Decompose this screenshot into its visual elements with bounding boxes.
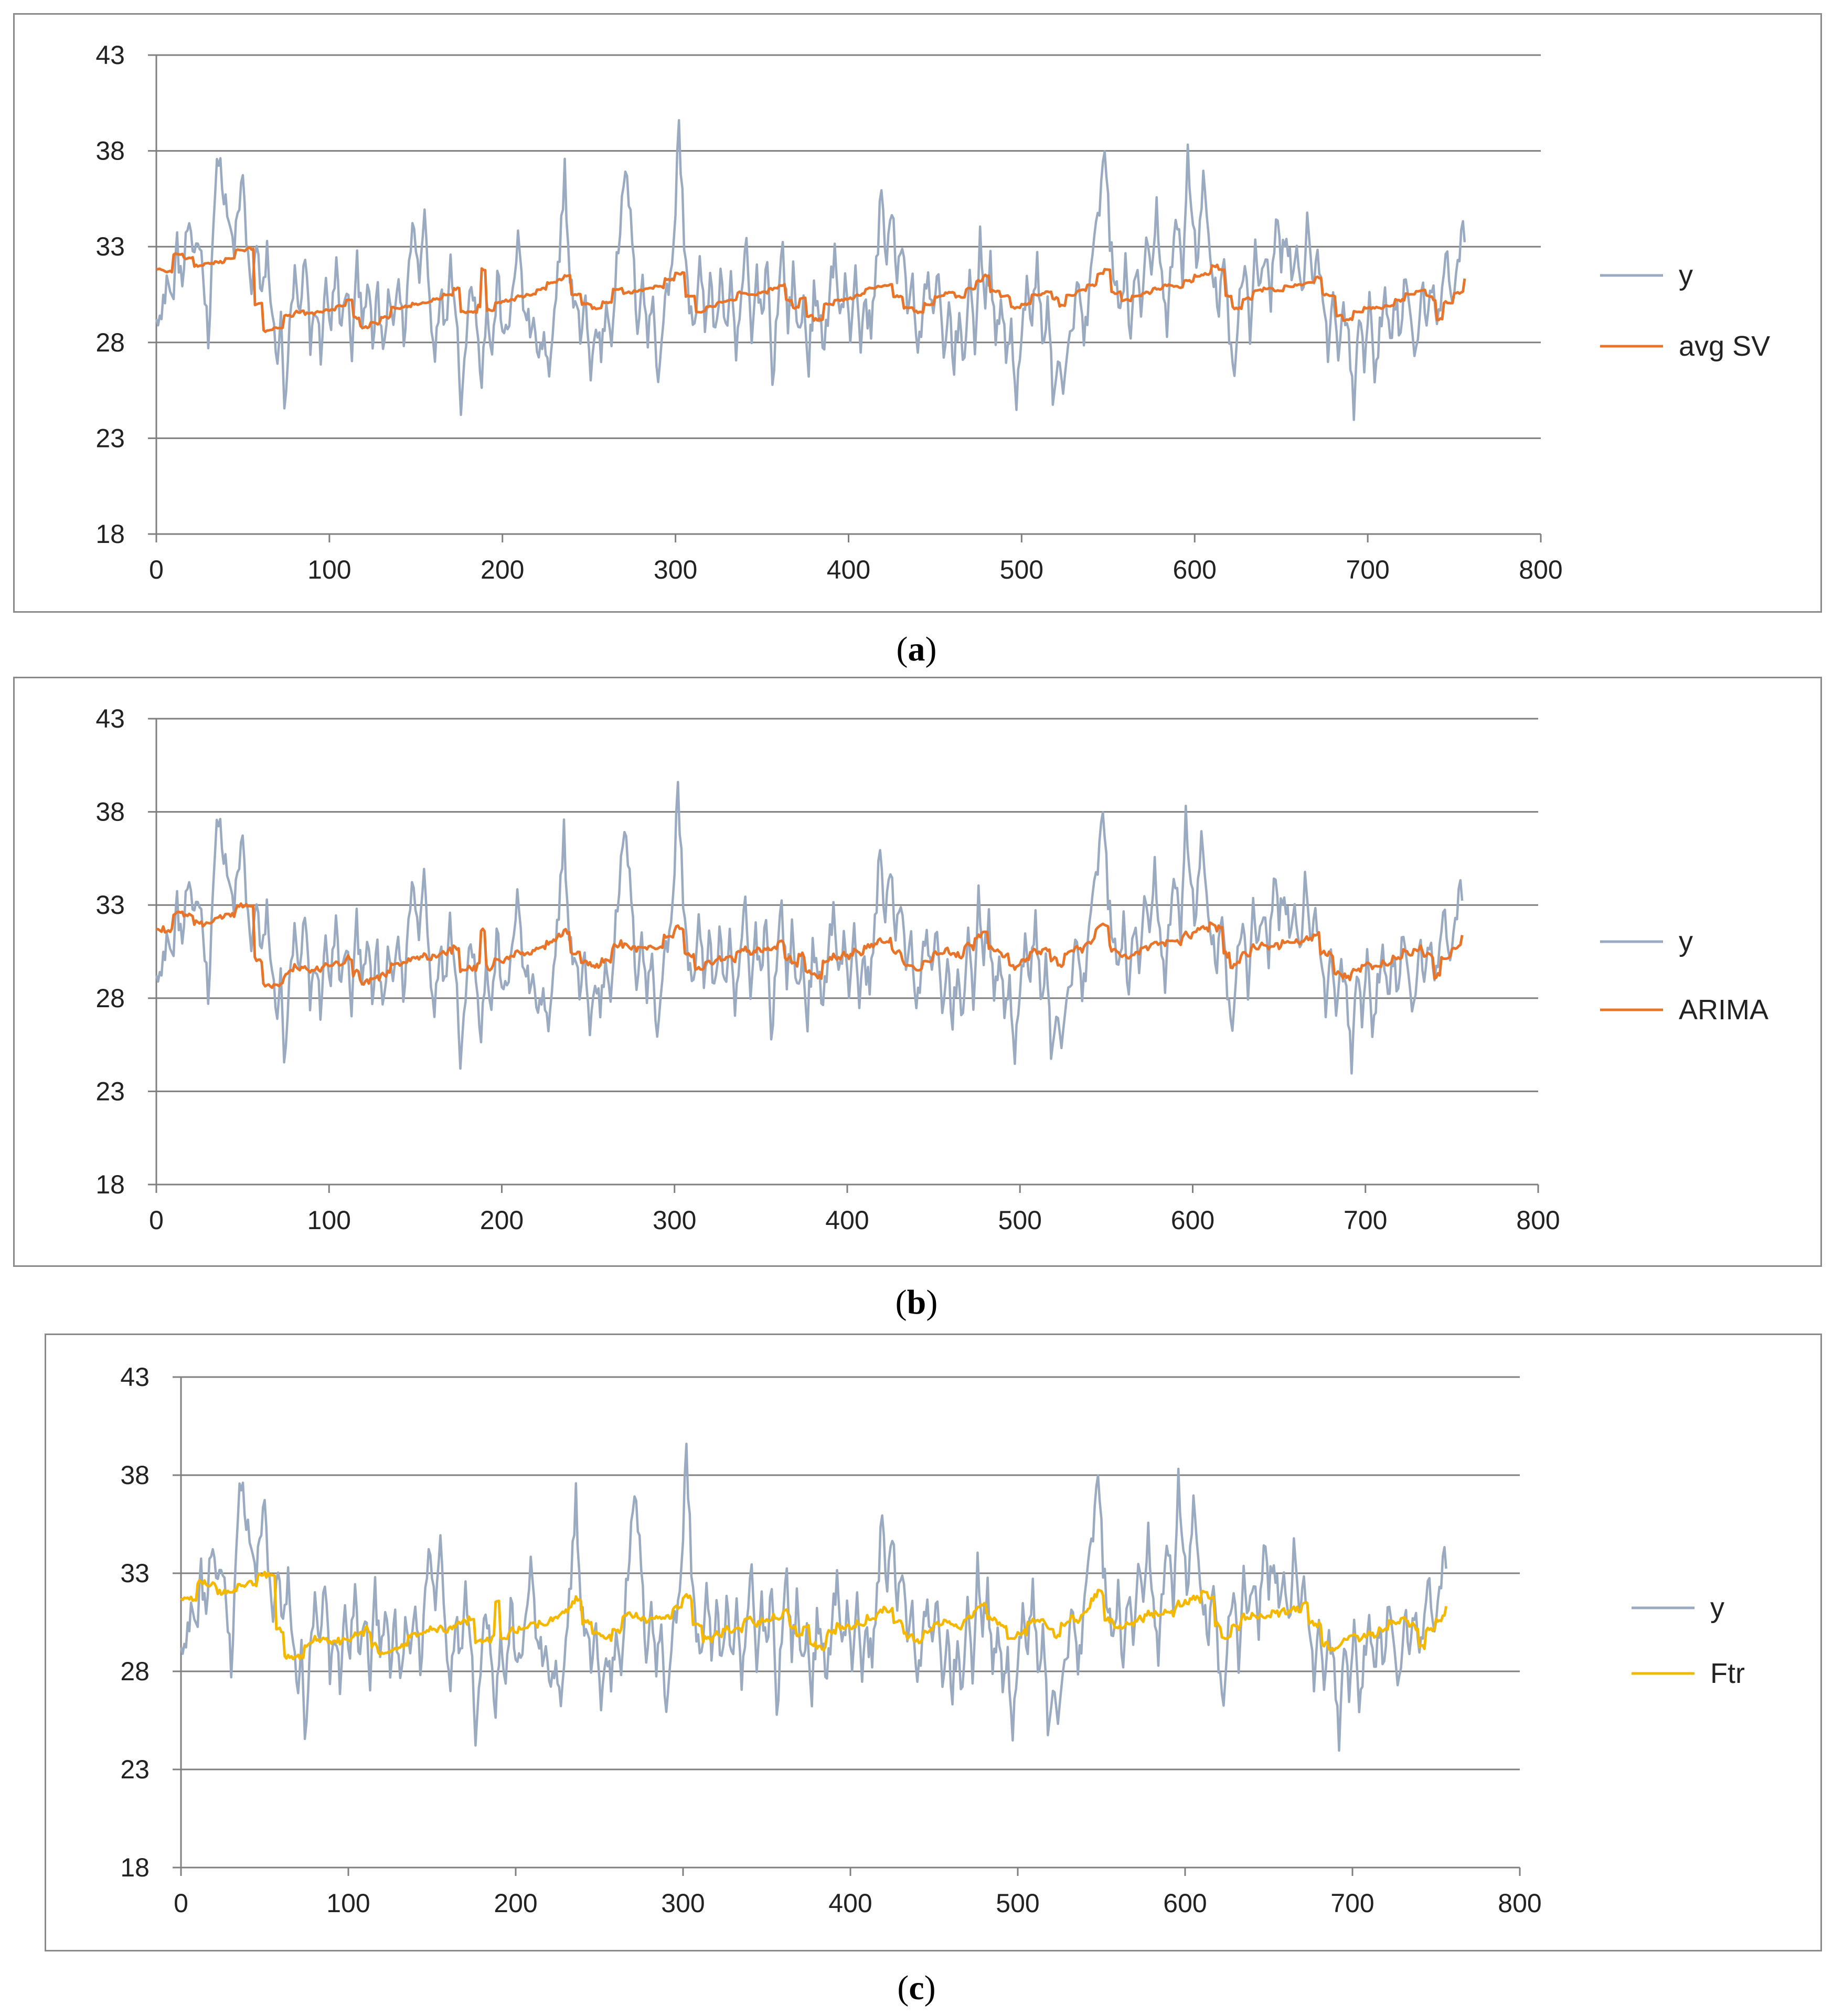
- y-tick-label-23: 23: [95, 423, 125, 453]
- x-tick-label-100: 100: [307, 555, 351, 584]
- x-tick-label-800: 800: [1516, 1206, 1560, 1235]
- x-tick-label-0: 0: [174, 1889, 188, 1918]
- x-tick-label-400: 400: [827, 555, 870, 584]
- caption-c-close: ): [924, 1969, 936, 2007]
- x-tick-label-200: 200: [494, 1889, 537, 1918]
- y-tick-label-43: 43: [95, 704, 125, 733]
- y-tick-label-18: 18: [120, 1853, 150, 1882]
- y-tick-label-28: 28: [95, 328, 125, 357]
- y-tick-label-33: 33: [95, 890, 125, 920]
- x-tick-label-800: 800: [1519, 555, 1562, 584]
- caption-b-close: ): [926, 1283, 938, 1321]
- legend-label-y: y: [1679, 260, 1693, 291]
- x-tick-label-100: 100: [326, 1889, 370, 1918]
- x-tick-label-400: 400: [825, 1206, 869, 1235]
- caption-c: (c): [0, 1968, 1833, 2008]
- series-line-model-b: [156, 902, 1464, 989]
- x-tick-label-200: 200: [481, 555, 524, 584]
- caption-a: (a): [0, 630, 1833, 669]
- y-tick-label-18: 18: [95, 519, 125, 549]
- y-tick-label-23: 23: [120, 1755, 150, 1784]
- caption-a-close: ): [925, 630, 937, 668]
- caption-b-open: (: [895, 1283, 907, 1321]
- caption-b: (b): [0, 1283, 1833, 1322]
- caption-c-open: (: [897, 1969, 909, 2007]
- x-tick-label-300: 300: [661, 1889, 705, 1918]
- x-tick-label-300: 300: [654, 555, 697, 584]
- x-tick-label-600: 600: [1173, 555, 1217, 584]
- caption-a-letter: a: [908, 630, 925, 668]
- y-tick-label-43: 43: [120, 1362, 150, 1392]
- x-tick-label-0: 0: [149, 555, 164, 584]
- legend-label-model: ARIMA: [1679, 994, 1768, 1026]
- caption-b-letter: b: [907, 1283, 926, 1321]
- chart-svg-b: 18 23 28 33 38 43 0 100 200 300 400 500 600 700 800 y AR…: [95, 704, 1768, 1235]
- x-tick-label-600: 600: [1163, 1889, 1207, 1918]
- y-tick-label-33: 33: [120, 1559, 150, 1588]
- chart-svg-c: 18 23 28 33 38 43 0 100 200 300 400 500 600 700 800 y Ft…: [120, 1362, 1745, 1918]
- series-line-y: [155, 781, 1464, 1075]
- x-tick-label-400: 400: [828, 1889, 872, 1918]
- y-tick-label-23: 23: [95, 1076, 125, 1106]
- y-tick-label-28: 28: [95, 984, 125, 1013]
- y-tick-label-38: 38: [120, 1460, 150, 1490]
- x-tick-label-0: 0: [149, 1206, 164, 1235]
- x-tick-label-700: 700: [1330, 1889, 1374, 1918]
- x-tick-label-500: 500: [998, 1206, 1042, 1235]
- series-line-y: [179, 1442, 1447, 1752]
- x-tick-label-700: 700: [1344, 1206, 1387, 1235]
- legend-label-model: avg SV: [1679, 330, 1770, 362]
- x-tick-label-200: 200: [480, 1206, 524, 1235]
- x-tick-label-800: 800: [1498, 1889, 1541, 1918]
- x-tick-label-500: 500: [996, 1889, 1039, 1918]
- series-line-model-c: [180, 1571, 1448, 1660]
- legend-label-y: y: [1710, 1592, 1724, 1624]
- y-tick-label-38: 38: [95, 136, 125, 166]
- y-tick-label-28: 28: [120, 1657, 150, 1686]
- x-tick-label-500: 500: [1000, 555, 1043, 584]
- x-tick-label-700: 700: [1346, 555, 1389, 584]
- legend-label-y: y: [1679, 926, 1693, 957]
- x-tick-label-300: 300: [653, 1206, 696, 1235]
- x-tick-label-100: 100: [307, 1206, 351, 1235]
- y-tick-label-43: 43: [95, 40, 125, 70]
- series-line-model-a: [156, 246, 1466, 333]
- series-line-y: [155, 119, 1466, 421]
- y-tick-label-38: 38: [95, 797, 125, 827]
- y-tick-label-33: 33: [95, 232, 125, 261]
- y-tick-label-18: 18: [95, 1170, 125, 1199]
- chart-svg-a: 18 23 28 33 38 43 0 100 200 300 400 500 600 700 800 y av…: [95, 40, 1770, 584]
- caption-c-letter: c: [909, 1969, 924, 2007]
- legend-label-model: Ftr: [1710, 1658, 1745, 1689]
- caption-a-open: (: [896, 630, 908, 668]
- x-tick-label-600: 600: [1171, 1206, 1214, 1235]
